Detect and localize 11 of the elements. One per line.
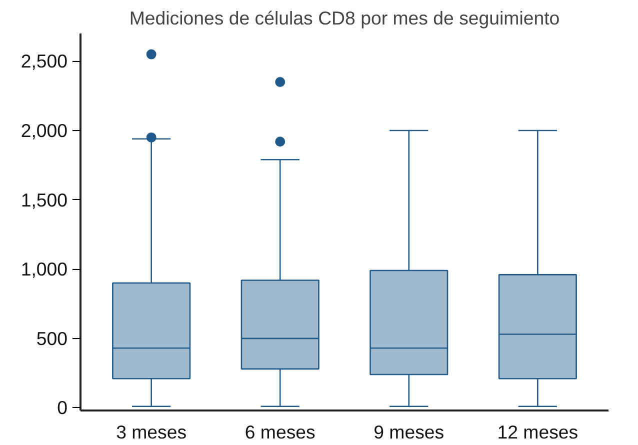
y-tick-label: 1,500 xyxy=(20,189,68,210)
x-tick-label: 9 meses xyxy=(374,422,444,442)
y-tick-label: 500 xyxy=(36,328,68,349)
x-tick-label: 3 meses xyxy=(116,422,187,442)
y-tick-label: 2,500 xyxy=(20,50,68,72)
y-tick-label: 2,000 xyxy=(20,120,68,142)
x-tick-label: 12 meses xyxy=(497,422,578,442)
x-tick-label: 6 meses xyxy=(244,422,316,442)
y-tick-label: 1,000 xyxy=(20,258,68,280)
chart-title: Mediciones de células CD8 por mes de seguimiento xyxy=(129,8,560,28)
y-tick-label: 0 xyxy=(57,397,68,418)
